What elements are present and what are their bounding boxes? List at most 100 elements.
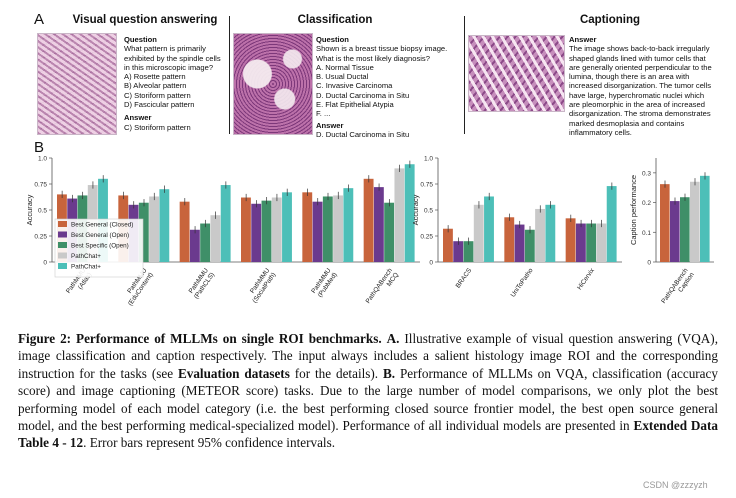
- classification-question: Shown is a breast tissue biopsy image. Wh…: [316, 44, 466, 63]
- classification-answer: D. Ductal Carcinoma in Situ: [316, 129, 410, 139]
- y-tick-label: 0.1: [642, 230, 651, 237]
- bar: [463, 241, 474, 262]
- classification-option: D. Ductal Carcinoma in Situ: [316, 90, 410, 100]
- vqa-option: A) Rosette pattern: [124, 72, 186, 82]
- y-tick-label: 0: [43, 260, 47, 267]
- y-tick-label: 1.0: [424, 156, 433, 163]
- captioning-answer: The image shows back-to-back irregularly…: [569, 44, 731, 137]
- bar: [586, 223, 597, 262]
- category-label: PathQABenchMCQ: [365, 267, 401, 309]
- classification-title: Classification: [297, 14, 373, 26]
- category-label-line: HiCervix: [576, 267, 596, 292]
- y-tick-label: 0.75: [420, 182, 433, 189]
- caption-a-label: A.: [386, 331, 400, 346]
- bar: [179, 201, 190, 262]
- y-tick-label: 0: [647, 260, 651, 267]
- y-axis-label: Accuracy: [25, 194, 34, 225]
- bar: [660, 184, 670, 262]
- vqa-question-line: exhibited by the spindle cells: [124, 53, 221, 63]
- separator-2: [464, 16, 465, 134]
- y-tick-label: 0.3: [642, 170, 651, 177]
- legend-swatch: [58, 231, 67, 238]
- bar: [322, 196, 333, 262]
- captioning-answer-line: increased disorganization. The tumor cel…: [569, 81, 712, 91]
- legend-box: [54, 218, 144, 278]
- category-label-line: BRACS: [455, 267, 474, 290]
- bar: [302, 192, 313, 262]
- category-label: PathQABenchCaption: [660, 267, 696, 309]
- captioning-answer-line: are pleomorphic in the area of increased: [569, 100, 705, 110]
- classification-option: F. ...: [316, 109, 331, 119]
- bar: [251, 203, 262, 262]
- bar: [670, 201, 680, 262]
- panel-b-letter: B: [34, 139, 45, 156]
- vqa-text: Question What pattern is primarily exhibi…: [124, 35, 236, 132]
- vqa-title: Visual question answering: [72, 14, 218, 26]
- vqa-answer: C) Storiform pattern: [124, 122, 191, 132]
- bar: [271, 197, 282, 262]
- legend-label: PathChat+: [71, 253, 101, 260]
- bar: [443, 228, 453, 262]
- caption-eval-ref: Evaluation datasets: [177, 365, 290, 381]
- captioning-answer-line: marked desmoplasia and contains: [569, 118, 685, 128]
- category-label: HiCervix: [576, 267, 596, 292]
- y-axis-label: Caption performance: [629, 175, 638, 245]
- classification-question-line: What is the most likely diagnosis?: [316, 53, 430, 63]
- bar: [343, 188, 354, 262]
- classification-answer-heading: Answer: [316, 120, 344, 130]
- classification-question-line: Shown is a breast tissue biopsy image.: [316, 44, 448, 54]
- captioning-answer-line: shaped glands lined with tumor cells tha…: [569, 53, 706, 63]
- legend-label: Best General (Closed): [71, 222, 133, 229]
- legend-swatch: [58, 221, 67, 227]
- bar: [473, 204, 484, 262]
- captioning-answer-heading: Answer: [569, 35, 597, 44]
- category-label: PathMMU(PubMed): [310, 267, 339, 299]
- legend-label: Best General (Open): [71, 232, 129, 239]
- captioning-answer-line: disorganization. The stroma demonstrates: [569, 109, 711, 119]
- legend-swatch: [58, 263, 67, 269]
- caption-extended-ref[interactable]: Extended Data Table 4 - 12: [18, 418, 719, 451]
- caption-b-text: Performance of MLLMs on VQA, classificat…: [18, 365, 718, 434]
- captioning-answer-line: The image shows back-to-back irregularly: [569, 44, 710, 54]
- vqa-option: C) Storiform pattern: [124, 90, 191, 100]
- caption-tail: . Error bars represent 95% confidence in…: [83, 435, 336, 451]
- y-tick-label: 0.25: [34, 234, 47, 241]
- captioning-answer-line: have large, hyperchromatic nuclei which: [569, 90, 705, 100]
- caption-b-label: B.: [382, 365, 396, 381]
- bar: [394, 168, 405, 262]
- classification-options: A. Normal Tissue B. Usual Ductal C. Invasi…: [316, 63, 466, 119]
- bar: [680, 197, 690, 262]
- captioning-answer-line: inflammatory cells.: [569, 127, 632, 137]
- panel-a-letter: A: [34, 11, 45, 28]
- bar: [700, 175, 710, 262]
- legend-swatch: [58, 242, 67, 248]
- figure-caption: Figure 2: Performance of MLLMs on single…: [18, 330, 718, 452]
- bar: [404, 164, 415, 262]
- classification-option: E. Flat Epithelial Atypia: [316, 100, 394, 110]
- y-tick-label: 0.2: [642, 200, 651, 207]
- bar: [210, 215, 221, 262]
- bar: [606, 186, 617, 262]
- separator-1: [229, 16, 230, 134]
- classification-option: B. Usual Ductal: [316, 72, 369, 82]
- caption-a-tail: for the details).: [289, 365, 383, 381]
- y-axis-label: Accuracy: [411, 194, 420, 225]
- category-label: BRACS: [455, 267, 474, 290]
- bar: [312, 201, 323, 262]
- bar: [333, 195, 343, 262]
- bar: [565, 218, 576, 262]
- vqa-histology-image: [37, 33, 117, 135]
- caption-lead: Figure 2: Performance of MLLMs on single…: [18, 331, 382, 346]
- classification-histology-image: [233, 33, 313, 135]
- y-tick-label: 0.75: [34, 182, 47, 189]
- bar: [690, 181, 700, 262]
- category-label: PathMMU(PathCLS): [187, 267, 216, 300]
- bar: [159, 189, 170, 262]
- captioning-text: Answer The image shows back-to-back irre…: [569, 35, 731, 137]
- bar: [524, 229, 535, 262]
- y-tick-label: 0.25: [420, 234, 433, 241]
- bar: [189, 229, 200, 262]
- captioning-answer-line: are generally oriented perpendicular to …: [569, 62, 712, 72]
- captioning-answer-line: lumina, though there is an area with: [569, 72, 690, 82]
